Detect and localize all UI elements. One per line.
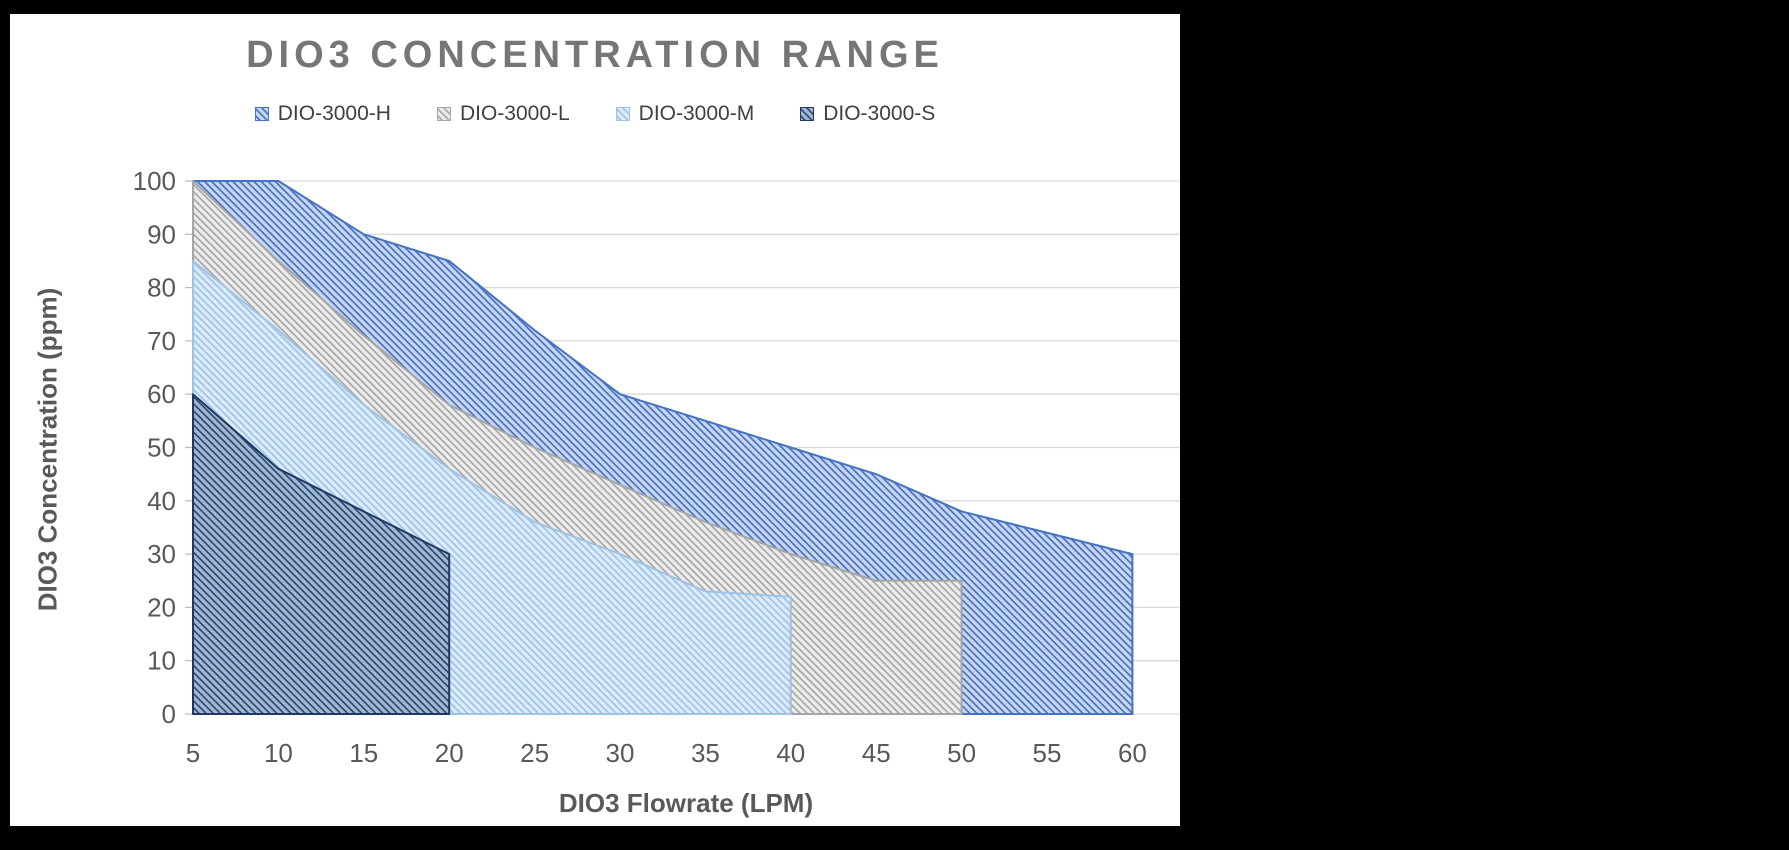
y-tick-label-90: 90	[147, 219, 176, 249]
y-tick-label-10: 10	[147, 646, 176, 676]
y-tick-label-100: 100	[133, 166, 176, 196]
x-tick-label-20: 20	[435, 738, 464, 768]
legend-label: DIO-3000-L	[459, 102, 570, 125]
legend-swatch-icon	[436, 107, 451, 121]
x-tick-label-30: 30	[606, 738, 635, 768]
x-tick-label-50: 50	[947, 738, 976, 768]
legend-item-DIO-3000-S[interactable]: DIO-3000-S	[800, 102, 935, 126]
x-tick-label-55: 55	[1033, 738, 1062, 768]
y-tick-label-20: 20	[147, 592, 176, 622]
y-tick-label-70: 70	[147, 326, 176, 356]
y-tick-label-0: 0	[162, 699, 176, 729]
plot-area: 0 10 20 30 40 50 60 70 80 90 100 5 10 15 20 25 30 35 40 45 5…	[133, 166, 1180, 768]
legend-label: DIO-3000-S	[823, 102, 936, 125]
y-tick-label-30: 30	[147, 539, 176, 569]
legend-label: DIO-3000-H	[277, 102, 391, 125]
area-series-DIO-3000-S[interactable]	[192, 393, 451, 715]
x-tick-label-60: 60	[1118, 738, 1147, 768]
legend-item-DIO-3000-H[interactable]: DIO-3000-H	[254, 102, 391, 126]
legend-swatch-icon	[615, 107, 630, 121]
y-axis-title: DIO3 Concentration (ppm)	[32, 287, 63, 612]
y-tick-label-60: 60	[147, 379, 176, 409]
legend: DIO-3000-H DIO-3000-L DIO-3000-M DIO-3000-S	[10, 102, 1180, 126]
chart-card: 0 10 20 30 40 50 60 70 80 90 100 5 10 15 20 25 30 35 40 45 5…	[10, 14, 1180, 826]
x-axis-title: DIO3 Flowrate (LPM)	[558, 788, 814, 818]
y-tick-label-80: 80	[147, 273, 176, 303]
x-tick-label-45: 45	[862, 738, 891, 768]
x-tick-label-40: 40	[776, 738, 805, 768]
legend-item-DIO-3000-M[interactable]: DIO-3000-M	[615, 102, 755, 126]
x-tick-label-10: 10	[264, 738, 293, 768]
legend-swatch-icon	[254, 107, 269, 121]
x-tick-label-5: 5	[186, 738, 200, 768]
y-tick-label-40: 40	[147, 486, 176, 516]
x-tick-label-35: 35	[691, 738, 720, 768]
chart-title: DIO3 CONCENTRATION RANGE	[246, 34, 944, 76]
y-tick-label-50: 50	[147, 433, 176, 463]
legend-label: DIO-3000-M	[638, 102, 755, 125]
legend-item-DIO-3000-L[interactable]: DIO-3000-L	[436, 102, 570, 126]
legend-swatch-icon	[800, 107, 815, 121]
x-tick-label-15: 15	[349, 738, 378, 768]
x-tick-label-25: 25	[520, 738, 549, 768]
